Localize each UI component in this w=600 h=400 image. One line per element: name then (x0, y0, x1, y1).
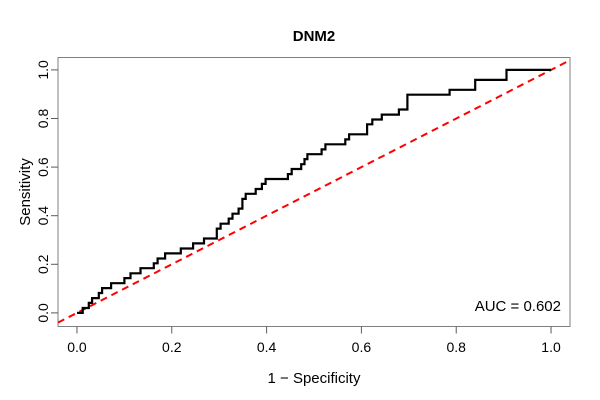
x-tick-label: 0.6 (352, 339, 372, 355)
roc-curve-line (77, 68, 551, 314)
y-tick-label: 1.0 (35, 60, 51, 80)
auc-annotation: AUC = 0.602 (475, 298, 561, 315)
y-axis-ticks: 0.0 0.2 0.4 0.6 0.8 1.0 (35, 60, 58, 323)
chart-title: DNM2 (293, 28, 336, 45)
x-tick-label: 0.2 (162, 339, 182, 355)
x-tick-label: 1.0 (541, 339, 561, 355)
x-tick-label: 0.8 (446, 339, 466, 355)
y-axis-label: Sensitivity (17, 158, 34, 226)
plot-box (57, 57, 571, 327)
y-tick-label: 0.6 (35, 157, 51, 177)
y-tick-label: 0.8 (35, 109, 51, 129)
y-tick-label: 0.0 (35, 303, 51, 323)
y-tick-label: 0.2 (35, 254, 51, 274)
x-tick-label: 0.4 (257, 339, 277, 355)
x-axis-ticks: 0.0 0.2 0.4 0.6 0.8 1.0 (67, 326, 561, 355)
x-tick-label: 0.0 (67, 339, 87, 355)
x-axis-label: 1 − Specificity (268, 370, 361, 387)
diagonal-reference-line (57, 59, 571, 324)
y-tick-label: 0.4 (35, 206, 51, 226)
